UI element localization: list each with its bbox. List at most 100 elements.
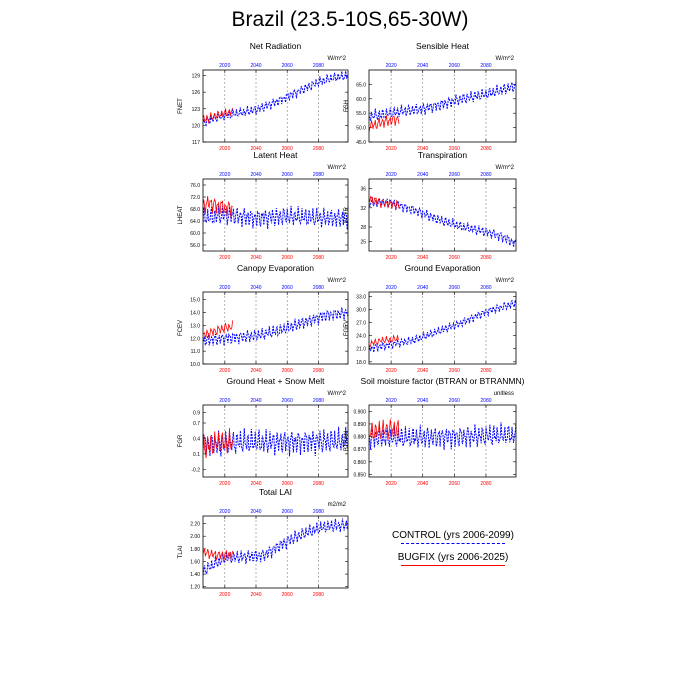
- y-tick-label: 0.4: [193, 436, 200, 442]
- x-tick-label-top: 2040: [417, 285, 428, 291]
- x-tick-label-bottom: 2080: [480, 255, 491, 261]
- x-tick-label-top: 2040: [250, 398, 261, 404]
- series-line-bugfix: [203, 428, 233, 459]
- x-tick-label-bottom: 2080: [313, 368, 324, 374]
- x-tick-label-bottom: 2020: [219, 592, 230, 598]
- plot-frame: [202, 515, 349, 589]
- panel-units: W/m^2: [496, 278, 515, 284]
- panel-title: Total LAI: [259, 487, 292, 497]
- x-tick-label-top: 2020: [386, 398, 397, 404]
- y-tick-label: 126: [192, 90, 201, 96]
- x-tick-label-bottom: 2060: [449, 368, 460, 374]
- x-tick-label-bottom: 2020: [219, 481, 230, 487]
- x-tick-label-top: 2060: [449, 398, 460, 404]
- x-tick-label-bottom: 2020: [219, 368, 230, 374]
- y-tick-label: 2.20: [190, 522, 200, 528]
- panel-units: W/m^2: [328, 165, 347, 171]
- x-tick-label-top: 2020: [219, 63, 230, 69]
- x-tick-label-bottom: 2020: [219, 255, 230, 261]
- x-tick-label-top: 2040: [250, 172, 261, 178]
- y-tick-label: 1.60: [190, 559, 200, 565]
- y-tick-label: 56.0: [190, 243, 200, 249]
- x-tick-label-bottom: 2020: [219, 146, 230, 152]
- y-tick-label: 0.1: [193, 452, 200, 458]
- y-tick-label: 1.40: [190, 572, 200, 578]
- x-tick-label-bottom: 2060: [282, 255, 293, 261]
- x-tick-label-top: 2020: [219, 509, 230, 515]
- panel-title: Sensible Heat: [416, 41, 470, 51]
- panel-units: unitless: [494, 391, 514, 397]
- y-tick-label: 129: [192, 74, 201, 80]
- x-tick-label-bottom: 2040: [250, 146, 261, 152]
- y-tick-label: 60.0: [190, 231, 200, 237]
- x-tick-label-bottom: 2080: [480, 146, 491, 152]
- y-tick-label: 30.0: [356, 307, 366, 313]
- x-tick-label-top: 2060: [449, 172, 460, 178]
- series-line-control: [203, 205, 348, 230]
- x-tick-label-bottom: 2060: [282, 481, 293, 487]
- y-tick-label: 45.0: [356, 140, 366, 146]
- series-line-control: [369, 196, 516, 248]
- x-tick-label-top: 2060: [282, 285, 293, 291]
- y-tick-label: 76.0: [190, 183, 200, 189]
- y-tick-label: 68.0: [190, 207, 200, 213]
- x-tick-label-bottom: 2060: [282, 368, 293, 374]
- x-tick-label-top: 2060: [282, 63, 293, 69]
- panel-units: W/m^2: [328, 56, 347, 62]
- legend-control-label: CONTROL (yrs 2006-2099): [392, 530, 514, 541]
- panel-ylabel: FSH: [344, 100, 350, 112]
- x-tick-label-top: 2080: [313, 285, 324, 291]
- chart-panel: Soil moisture factor (BTRAN or BTRANMN) u…: [344, 376, 525, 487]
- y-tick-label: 1.80: [190, 547, 200, 553]
- x-tick-label-bottom: 2040: [250, 368, 261, 374]
- panel-units: W/m^2: [496, 165, 515, 171]
- series-line-control: [369, 82, 516, 121]
- x-tick-label-top: 2080: [313, 509, 324, 515]
- series-line-bugfix: [369, 334, 400, 348]
- panel-title: Latent Heat: [254, 150, 299, 160]
- y-tick-label: 18.0: [356, 360, 366, 366]
- panel-units: W/m^2: [496, 56, 515, 62]
- plot-frame: [368, 404, 517, 478]
- y-tick-label: 2.00: [190, 534, 200, 540]
- y-tick-label: 60.0: [356, 97, 366, 103]
- y-tick-label: 25: [360, 239, 366, 245]
- x-tick-label-bottom: 2020: [386, 368, 397, 374]
- x-tick-label-bottom: 2040: [417, 481, 428, 487]
- panel-ylabel: BTRAN: [344, 431, 350, 451]
- x-tick-label-bottom: 2020: [386, 255, 397, 261]
- x-tick-label-bottom: 2080: [480, 368, 491, 374]
- panel-title: Soil moisture factor (BTRAN or BTRANMN): [361, 376, 525, 386]
- x-tick-label-bottom: 2060: [282, 592, 293, 598]
- plot-frame: [368, 178, 517, 252]
- chart-panel: Latent Heat W/m^2 LHEAT 2020 2020 2040 2040 206…: [178, 150, 349, 261]
- x-tick-label-bottom: 2020: [386, 481, 397, 487]
- x-tick-label-bottom: 2040: [417, 255, 428, 261]
- y-tick-label: 0.890: [353, 422, 366, 428]
- x-tick-label-top: 2080: [480, 172, 491, 178]
- x-tick-label-bottom: 2080: [313, 146, 324, 152]
- x-tick-label-top: 2040: [250, 509, 261, 515]
- y-tick-label: 28: [360, 225, 366, 231]
- plot-frame: [202, 69, 349, 143]
- x-tick-label-top: 2020: [386, 63, 397, 69]
- x-tick-label-top: 2040: [417, 398, 428, 404]
- x-tick-label-bottom: 2040: [417, 368, 428, 374]
- x-tick-label-top: 2020: [219, 398, 230, 404]
- y-tick-label: 55.0: [356, 111, 366, 117]
- panel-ylabel: FGEV: [344, 320, 350, 336]
- plot-frame: [368, 291, 517, 365]
- y-tick-label: 72.0: [190, 195, 200, 201]
- x-tick-label-top: 2060: [449, 285, 460, 291]
- panel-title: Net Radiation: [250, 41, 302, 51]
- series-line-bugfix: [203, 195, 233, 219]
- series-line-control: [203, 307, 348, 346]
- x-tick-label-top: 2080: [313, 172, 324, 178]
- x-tick-label-bottom: 2080: [313, 255, 324, 261]
- x-tick-label-bottom: 2040: [417, 146, 428, 152]
- x-tick-label-top: 2040: [417, 63, 428, 69]
- plot-frame: [202, 178, 349, 252]
- x-tick-label-bottom: 2020: [386, 146, 397, 152]
- x-tick-label-top: 2020: [219, 172, 230, 178]
